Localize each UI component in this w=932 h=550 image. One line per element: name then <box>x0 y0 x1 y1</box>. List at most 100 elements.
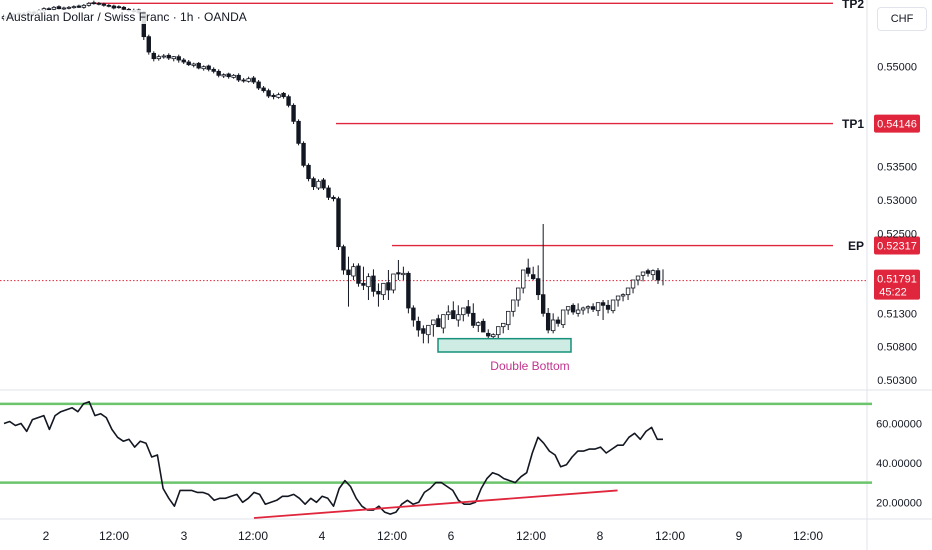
chart-title: Australian Dollar / Swiss Franc · 1h · O… <box>4 10 249 24</box>
candle-body <box>171 56 176 60</box>
candle-body <box>151 52 156 60</box>
candle-body <box>331 196 336 200</box>
candle-body <box>456 314 461 321</box>
time-tick-label: 12:00 <box>655 529 685 543</box>
candle-body <box>116 6 122 9</box>
candle-body <box>311 178 316 188</box>
time-axis: 2 12:00 3 12:00 4 12:00 6 12:00 8 12:00 9 12:00 <box>43 529 824 543</box>
candle-body <box>501 322 506 328</box>
candle-body <box>535 278 541 296</box>
candle-body <box>301 142 306 166</box>
candle-body <box>391 273 396 291</box>
candle-body <box>506 310 511 326</box>
candle-body <box>526 267 531 274</box>
candle-body <box>61 7 67 10</box>
candle-body <box>176 56 181 61</box>
time-tick-label: 2 <box>43 529 50 543</box>
time-tick-label: 9 <box>736 529 743 543</box>
candle-body <box>381 282 386 296</box>
candle-body <box>511 299 516 312</box>
level-label-ep: EP <box>848 239 864 253</box>
time-tick-label: 12:00 <box>377 529 407 543</box>
candle-body <box>321 179 326 189</box>
candle-body <box>226 73 231 78</box>
candle-body <box>565 306 571 311</box>
candle-body <box>51 6 57 10</box>
candle-body <box>81 4 87 8</box>
candle-body <box>416 320 421 331</box>
candle-body <box>466 306 471 314</box>
candles <box>1 0 664 344</box>
time-tick-label: 12:00 <box>793 529 823 543</box>
candle-body <box>186 61 191 66</box>
candle-body <box>191 63 196 66</box>
candle-body <box>291 104 296 122</box>
candle-body <box>306 164 311 180</box>
candle-body <box>580 307 586 311</box>
candle-body <box>156 56 161 60</box>
candle-body <box>221 74 226 77</box>
candle-body <box>351 266 356 277</box>
price-tag-text: 0.54146 <box>877 119 917 131</box>
candle-body <box>66 6 72 9</box>
time-tick-label: 12:00 <box>516 529 546 543</box>
candle-body <box>356 265 361 284</box>
candle-body <box>261 87 266 92</box>
candle-body <box>640 271 646 276</box>
pattern-label: Double Bottom <box>490 359 569 373</box>
candle-body <box>446 311 451 316</box>
candle-body <box>46 8 52 11</box>
price-tick-label: 0.50300 <box>877 375 917 387</box>
candle-body <box>161 55 166 58</box>
candle-body <box>256 81 261 89</box>
price-tick-label: 0.53500 <box>877 162 917 174</box>
candle-body <box>545 312 551 331</box>
candle-body <box>251 77 256 83</box>
candle-body <box>645 270 651 274</box>
candle-body <box>650 270 656 276</box>
time-tick-label: 12:00 <box>238 529 268 543</box>
pattern-box <box>437 337 572 353</box>
candle-body <box>630 279 636 289</box>
candle-body <box>540 294 546 314</box>
price-tag-ep <box>874 236 920 255</box>
candle-body <box>476 322 481 326</box>
candle-body <box>635 275 641 281</box>
currency-selector[interactable]: CHF <box>877 7 927 31</box>
candle-body <box>625 287 631 296</box>
candle-body <box>346 269 351 276</box>
candle-body <box>281 92 286 98</box>
candle-body <box>166 54 171 59</box>
candle-body <box>361 282 366 286</box>
candle-body <box>406 272 411 309</box>
candle-body <box>575 309 581 314</box>
oscillator-pane: 60.00000 40.00000 20.00000 <box>0 400 922 519</box>
candle-body <box>71 6 77 9</box>
candle-body <box>371 275 376 292</box>
candle-body <box>620 294 626 297</box>
oscillator-tick-label: 60.00000 <box>876 419 922 431</box>
candle-body <box>496 326 501 336</box>
level-label-tp1: TP1 <box>842 117 864 131</box>
candle-body <box>436 318 441 328</box>
candle-body <box>146 36 151 53</box>
price-levels: TP2 TP1 EP <box>0 0 866 282</box>
candle-body <box>600 302 606 306</box>
candle-body <box>341 246 346 271</box>
candle-body <box>76 5 82 8</box>
level-label-tp2: TP2 <box>842 0 864 11</box>
candle-body <box>521 269 526 289</box>
candle-body <box>266 90 271 97</box>
candle-body <box>615 295 621 301</box>
oscillator-line <box>3 400 663 515</box>
candle-body <box>376 290 381 295</box>
candle-body <box>106 4 112 7</box>
candle-body <box>486 332 491 337</box>
last-price-value: 0.51791 <box>877 274 917 286</box>
candle-body <box>421 328 426 334</box>
price-tick-label: 0.53000 <box>877 195 917 207</box>
candle-body <box>570 304 576 313</box>
candle-body <box>246 78 251 82</box>
